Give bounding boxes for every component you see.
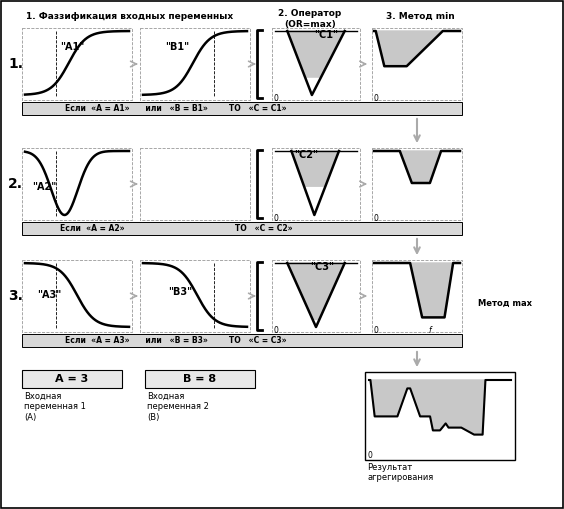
Text: Метод max: Метод max (478, 299, 532, 308)
Bar (22, 222, 462, 235)
Text: "A3": "A3" (37, 290, 61, 300)
Text: "A1": "A1" (60, 42, 84, 52)
Text: 2.: 2. (8, 177, 23, 191)
Text: 0: 0 (274, 326, 279, 335)
Bar (372, 28, 462, 100)
Text: 0: 0 (374, 214, 379, 223)
Text: Если  «A = A3»      или   «B = B3»        ТО   «C = C3»: Если «A = A3» или «B = B3» ТО «C = C3» (65, 336, 287, 345)
Text: "B1": "B1" (165, 42, 189, 52)
Bar (22, 334, 462, 347)
Text: B = 8: B = 8 (183, 374, 217, 384)
Text: 0: 0 (374, 326, 379, 335)
Polygon shape (374, 263, 460, 318)
Bar (272, 260, 360, 332)
Text: 3.: 3. (8, 289, 23, 303)
Bar (145, 370, 255, 388)
Bar (22, 148, 132, 220)
Text: 1. Фаззификация входных переменных: 1. Фаззификация входных переменных (27, 12, 233, 21)
Bar (22, 28, 132, 100)
Text: f: f (428, 326, 431, 335)
Text: 0: 0 (374, 94, 379, 103)
Polygon shape (292, 151, 339, 186)
Text: "C1": "C1" (314, 30, 338, 40)
Text: "C2": "C2" (294, 150, 318, 160)
Text: Входная
переменная 1
(A): Входная переменная 1 (A) (24, 392, 86, 422)
Polygon shape (287, 31, 345, 77)
Text: Если  «A = A1»      или   «B = B1»        ТО   «C = C1»: Если «A = A1» или «B = B1» ТО «C = C1» (65, 104, 287, 113)
Bar (22, 102, 462, 115)
Bar (365, 372, 515, 460)
Text: 2. Оператор
(OR=max): 2. Оператор (OR=max) (279, 9, 342, 29)
Bar (272, 28, 360, 100)
Polygon shape (374, 31, 460, 66)
Text: Входная
переменная 2
(B): Входная переменная 2 (B) (147, 392, 209, 422)
Polygon shape (374, 151, 460, 183)
Bar (22, 370, 122, 388)
Text: Результат
агрегирования: Результат агрегирования (367, 463, 433, 483)
Bar (140, 148, 250, 220)
Text: "A2": "A2" (32, 182, 56, 192)
Bar (372, 148, 462, 220)
Polygon shape (287, 263, 345, 319)
Bar (140, 260, 250, 332)
Bar (22, 260, 132, 332)
Text: 3. Метод min: 3. Метод min (386, 12, 455, 21)
Text: "B3": "B3" (168, 287, 192, 297)
Text: "C3": "C3" (310, 262, 334, 272)
Text: A = 3: A = 3 (55, 374, 89, 384)
Text: 1.: 1. (8, 57, 23, 71)
Text: 0: 0 (274, 94, 279, 103)
Text: 0: 0 (368, 451, 373, 460)
Bar (272, 148, 360, 220)
Bar (140, 28, 250, 100)
Text: 0: 0 (274, 214, 279, 223)
Bar (372, 260, 462, 332)
Text: Если  «A = A2»                                          ТО   «C = C2»: Если «A = A2» ТО «C = C2» (60, 224, 292, 233)
Polygon shape (369, 380, 511, 435)
